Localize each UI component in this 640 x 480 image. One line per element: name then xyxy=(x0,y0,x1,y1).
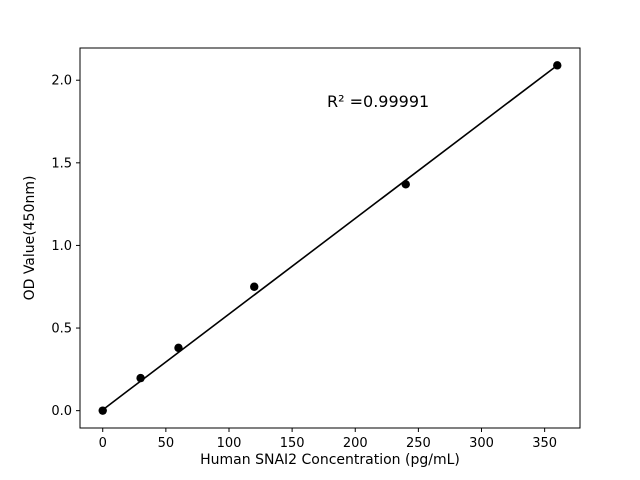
x-axis-label: Human SNAI2 Concentration (pg/mL) xyxy=(200,452,460,468)
x-tick-label: 350 xyxy=(532,436,557,451)
y-tick-label: 1.5 xyxy=(51,156,72,171)
data-point xyxy=(401,180,410,189)
data-point xyxy=(250,282,259,291)
x-tick-label: 50 xyxy=(158,436,175,451)
x-tick-label: 0 xyxy=(99,436,107,451)
x-tick-label: 150 xyxy=(280,436,305,451)
y-tick-label: 0.5 xyxy=(51,322,72,337)
data-point xyxy=(553,61,562,70)
data-point xyxy=(174,343,183,353)
data-point xyxy=(136,373,145,383)
data-point xyxy=(98,406,107,415)
x-tick-label: 100 xyxy=(217,436,242,451)
plot-border xyxy=(79,47,581,429)
y-tick-label: 0.0 xyxy=(51,404,72,419)
y-tick-label: 1.0 xyxy=(51,239,72,254)
y-tick-label: 2.0 xyxy=(51,74,72,89)
x-tick-label: 200 xyxy=(343,436,368,451)
x-tick-label: 250 xyxy=(406,436,431,451)
fit-line xyxy=(102,64,558,411)
r-squared-annotation: R² =0.99991 xyxy=(327,92,430,111)
y-axis-label: OD Value(450nm) xyxy=(22,175,38,301)
x-tick-label: 300 xyxy=(469,436,494,451)
